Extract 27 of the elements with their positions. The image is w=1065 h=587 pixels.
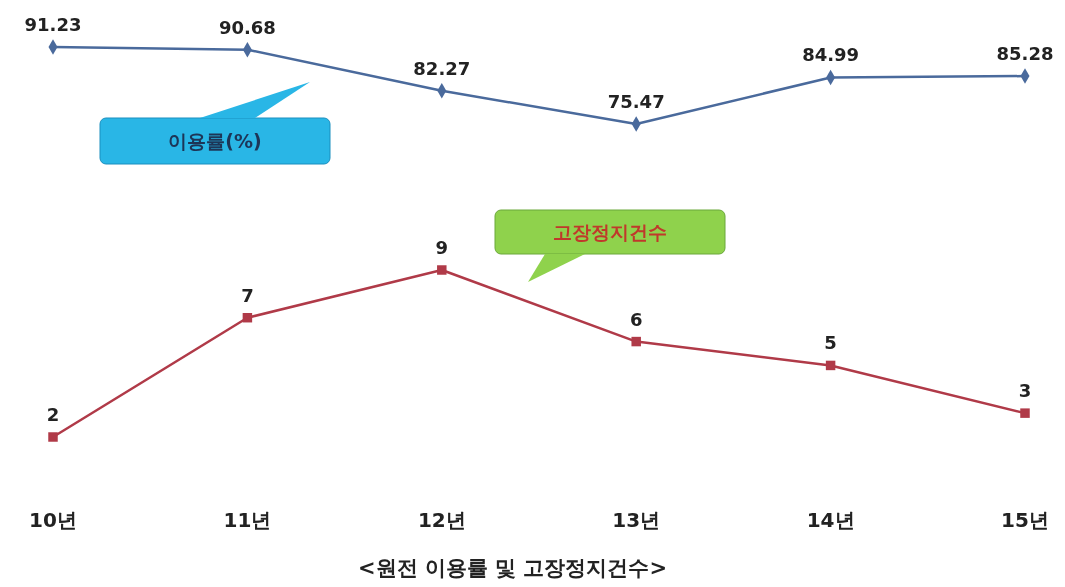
data-label: 6 <box>629 308 643 330</box>
point <box>1020 408 1030 418</box>
data-label: 3 <box>1018 380 1032 402</box>
x-tick-label: 13년 <box>612 508 661 532</box>
point <box>631 336 641 347</box>
text: 이용률(%) <box>168 130 262 152</box>
point <box>48 432 58 442</box>
text: <원전 이용률 및 고장정지건수> <box>357 556 668 580</box>
data-label: 82.27 <box>413 57 471 79</box>
data-label: 84.99 <box>802 44 860 66</box>
data-label: 91.23 <box>24 14 82 35</box>
data-label: 2 <box>46 404 60 425</box>
data-label: 75.47 <box>607 91 665 112</box>
point <box>437 265 447 275</box>
x-tick-label: 11년 <box>223 508 272 532</box>
data-label: 7 <box>241 284 254 306</box>
x-tick-label: 12년 <box>417 508 466 532</box>
text: 고장정지건수 <box>553 221 667 243</box>
data-label: 90.68 <box>218 16 276 38</box>
x-tick-label: 15년 <box>1001 508 1049 532</box>
point <box>242 312 253 323</box>
data-label: 85.28 <box>996 43 1054 65</box>
point <box>825 360 836 371</box>
x-tick-label: 14년 <box>806 508 855 532</box>
data-label: 9 <box>435 237 449 258</box>
x-tick-label: 10년 <box>29 508 77 532</box>
data-label: 5 <box>824 332 837 354</box>
